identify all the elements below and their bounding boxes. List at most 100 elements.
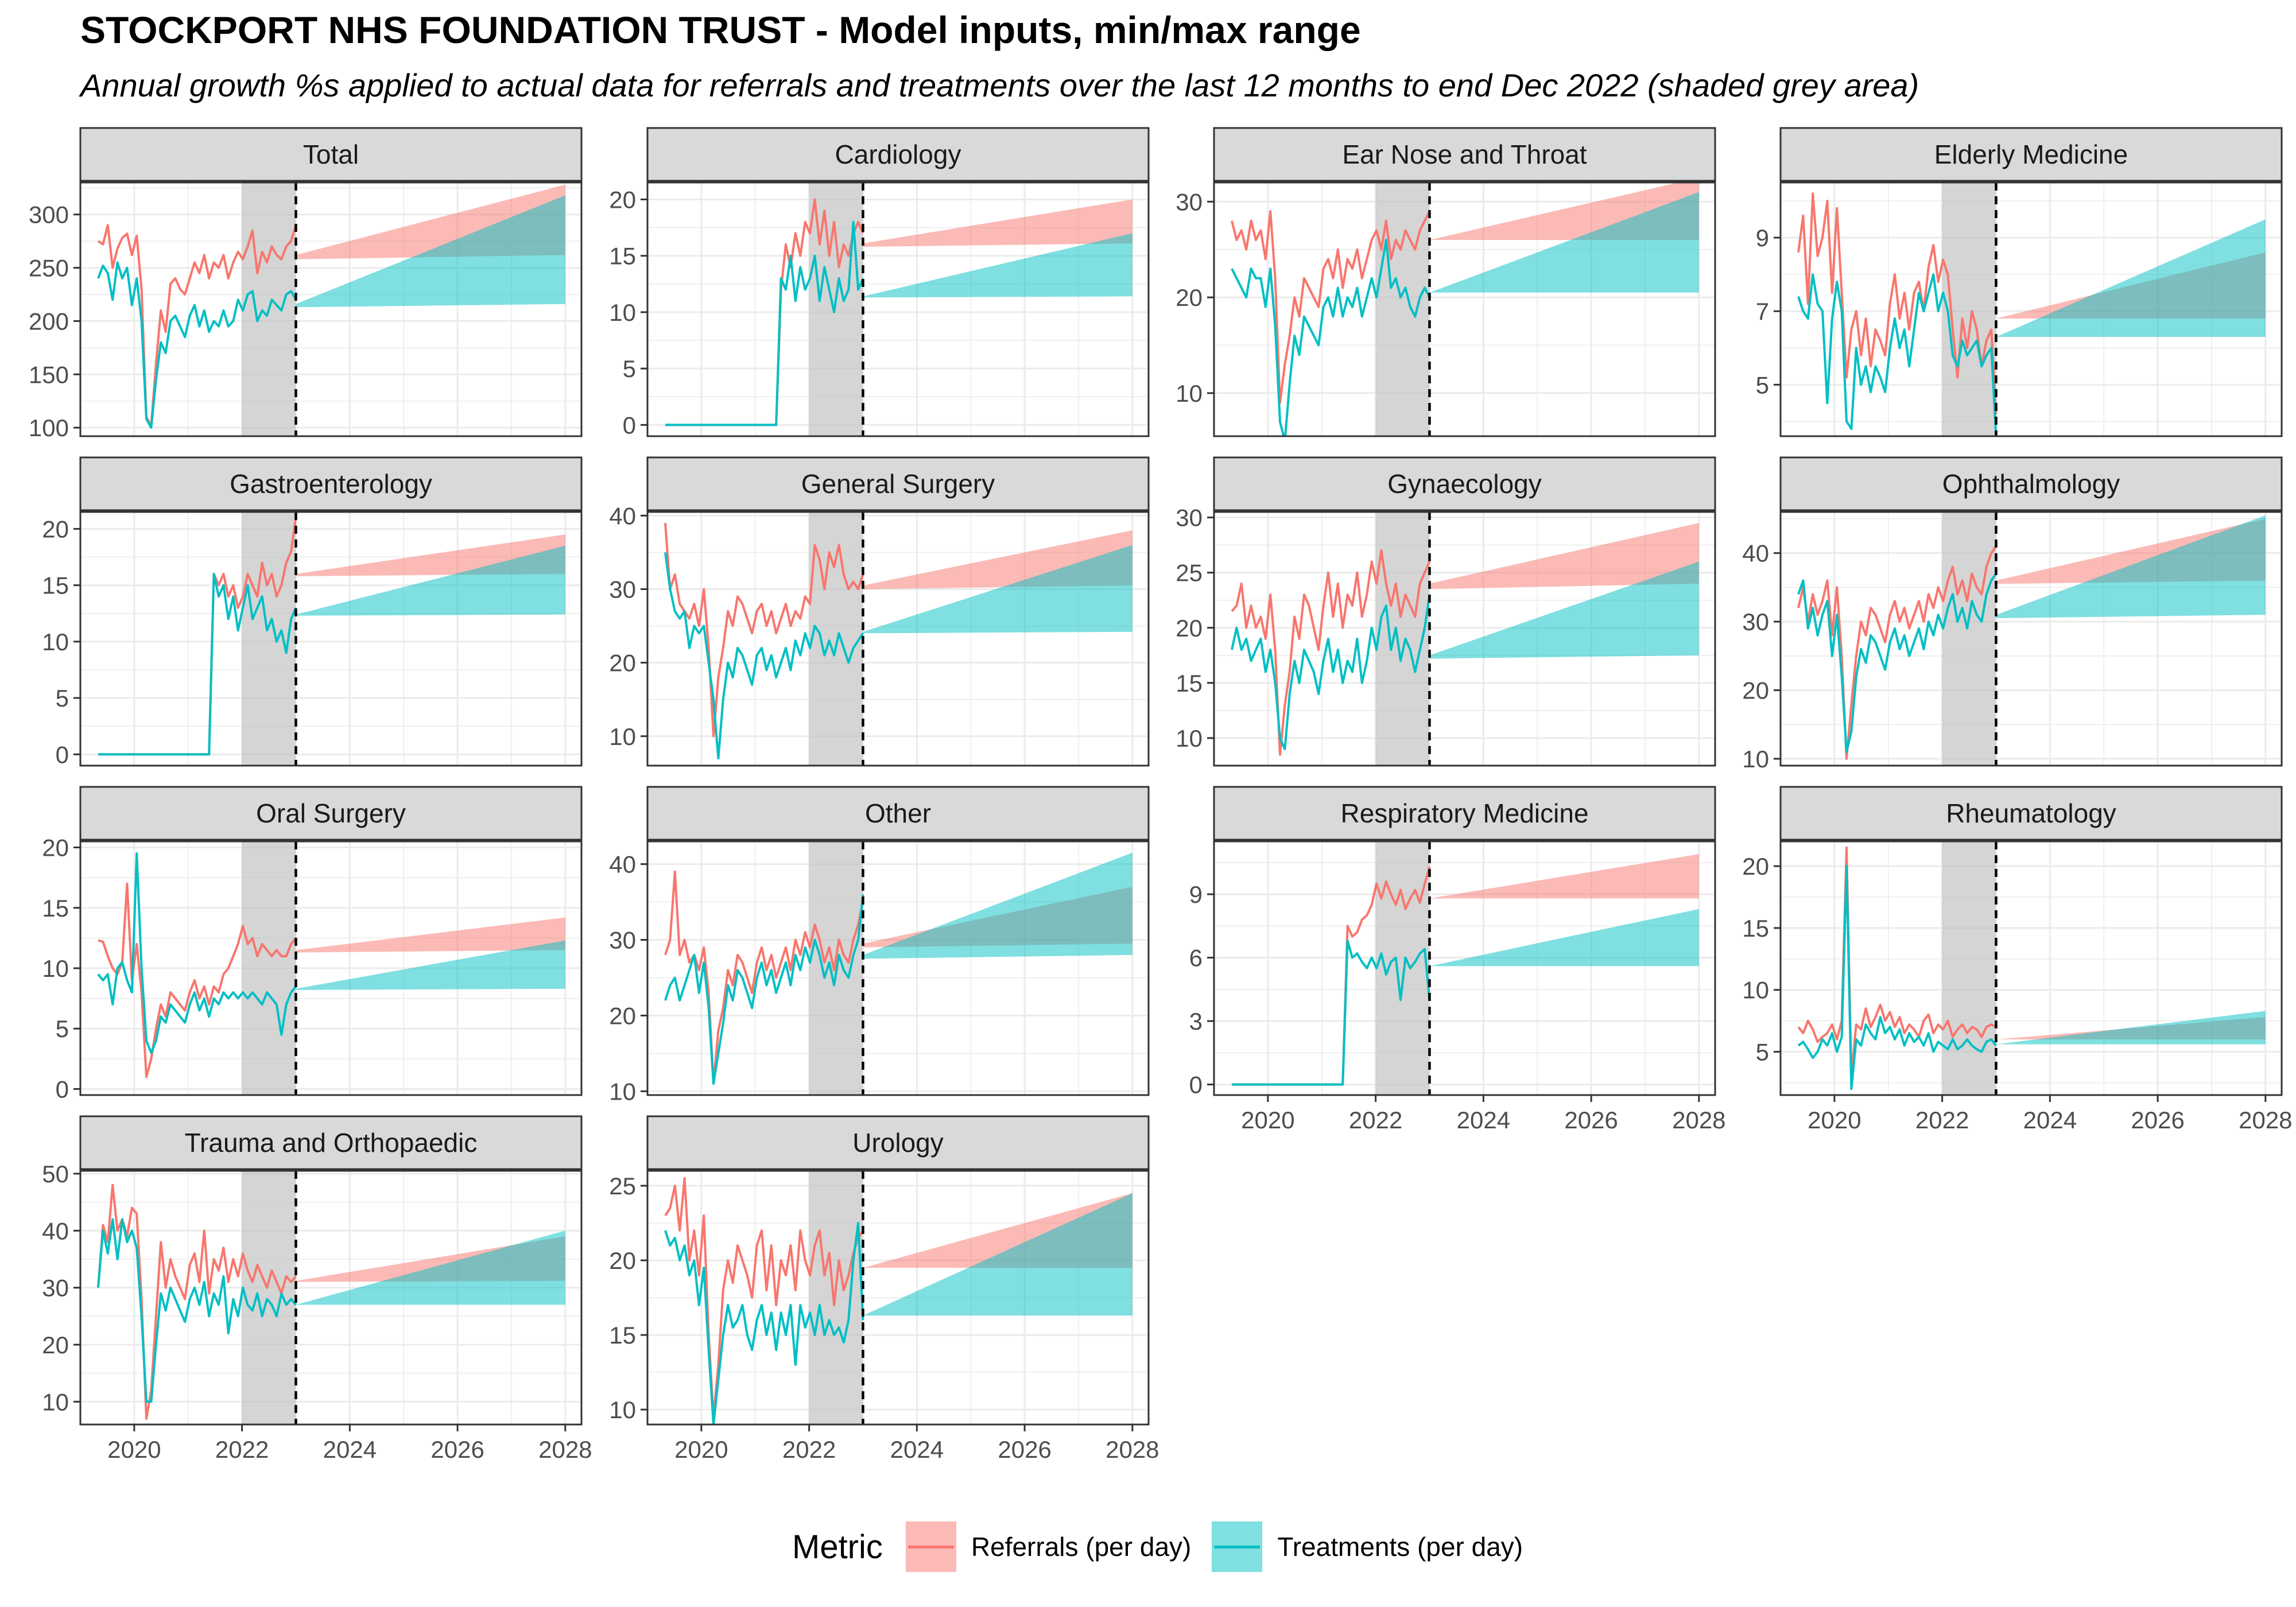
referrals-line (664, 870, 864, 1085)
referrals-projection-band (863, 199, 1133, 247)
chart-subtitle: Annual growth %s applied to actual data … (80, 67, 1919, 103)
facet-strip-label: Respiratory Medicine (1340, 798, 1588, 828)
facet-panel-cardiology: Cardiology 0 5 10 15 20 (609, 127, 1150, 438)
y-tick-label: 10 (609, 299, 636, 326)
y-tick-label: 9 (1189, 881, 1203, 908)
legend-item-treatments: Treatments (per day) (1212, 1521, 1523, 1572)
facet-strip (79, 1115, 583, 1170)
x-tick-label: 2026 (1564, 1107, 1618, 1134)
y-tick-label: 10 (42, 628, 69, 655)
panel-border (79, 181, 583, 437)
facet-strip-label: Gastroenterology (230, 469, 432, 499)
y-tick-label: 10 (1742, 977, 1769, 1004)
panel-border (79, 1170, 583, 1426)
y-tick-label: 15 (1742, 915, 1769, 942)
y-tick-label: 10 (1176, 380, 1203, 407)
treatments-projection-band (296, 545, 565, 616)
x-tick-label: 2024 (323, 1436, 377, 1463)
facet-strip (79, 456, 583, 511)
treatments-line (1797, 865, 1998, 1090)
shaded-period (242, 1171, 296, 1424)
legend-item-referrals: Referrals (per day) (905, 1521, 1191, 1572)
treatments-projection-band (863, 233, 1133, 298)
y-tick-label: 20 (609, 1002, 636, 1029)
panel-border (646, 840, 1150, 1096)
treatments-projection-band (863, 852, 1133, 959)
major-gridlines (1781, 841, 2282, 1095)
panel-border (646, 181, 1150, 437)
facet-strip (646, 127, 1150, 182)
shaded-period (1375, 512, 1430, 766)
facet-strip-label: Ophthalmology (1942, 469, 2120, 499)
y-tick-label: 5 (56, 1015, 69, 1042)
referrals-line (1231, 210, 1431, 404)
treatments-line (664, 894, 864, 1085)
facet-panel-gynaecology: Gynaecology 10 15 20 25 30 (1176, 456, 1716, 767)
treatments-projection-band (296, 940, 565, 990)
referrals-projection-band (1429, 854, 1699, 899)
facet-panel-total: Total 100 150 200 250 300 (29, 127, 583, 441)
referrals-line (664, 523, 864, 737)
y-tick-label: 20 (609, 650, 636, 677)
facet-strip (646, 786, 1150, 841)
treatments-projection-band (1996, 515, 2266, 619)
y-tick-label: 30 (609, 927, 636, 954)
facet-panel-urology: Urology 10 15 20 25 2020 2022 2024 2026 2028 (609, 1115, 1159, 1463)
facet-panel-other: Other 10 20 30 40 (609, 786, 1150, 1105)
y-tick-label: 0 (56, 1076, 69, 1103)
legend-key-referrals (905, 1521, 956, 1572)
y-tick-label: 0 (623, 412, 636, 438)
treatments-line (97, 1218, 297, 1403)
x-tick-label: 2024 (890, 1436, 944, 1463)
x-tick-label: 2024 (1457, 1107, 1510, 1134)
treatments-projection-band (296, 195, 565, 308)
treatments-line (1231, 239, 1431, 436)
y-tick-label: 30 (1176, 188, 1203, 215)
y-tick-label: 50 (42, 1160, 69, 1187)
facet-strip-label: Trauma and Orthopaedic (185, 1128, 478, 1158)
legend-title: Metric (792, 1528, 883, 1566)
chart-title: STOCKPORT NHS FOUNDATION TRUST - Model i… (80, 9, 1361, 51)
referrals-line (1797, 846, 1997, 1078)
referrals-line (97, 224, 297, 427)
shaded-period (242, 512, 296, 766)
y-tick-label: 15 (609, 1322, 636, 1349)
treatments-line (98, 573, 297, 756)
x-tick-label: 2022 (1915, 1107, 1969, 1134)
y-tick-label: 20 (42, 515, 69, 542)
facet-strip-label: Gynaecology (1387, 469, 1542, 499)
y-tick-label: 6 (1189, 945, 1203, 972)
x-tick-label: 2028 (1672, 1107, 1725, 1134)
panel-border (1213, 840, 1716, 1096)
legend-key-treatments (1212, 1521, 1263, 1572)
treatments-line (97, 261, 297, 429)
facet-panel-respiratory-medicine: Respiratory Medicine 0 3 6 9 2020 2022 2024 2026… (1189, 786, 1726, 1134)
y-tick-label: 300 (29, 201, 69, 228)
facet-panel-general-surgery: General Surgery 10 20 30 40 (609, 456, 1150, 767)
referrals-projection-band (296, 917, 565, 953)
panel-border (646, 1170, 1150, 1426)
y-tick-label: 20 (42, 834, 69, 861)
panel-border (79, 511, 583, 767)
x-tick-label: 2022 (215, 1436, 269, 1463)
referrals-line (664, 1177, 864, 1418)
y-tick-label: 5 (1756, 371, 1769, 398)
facet-strip-label: Elderly Medicine (1934, 139, 2128, 169)
y-tick-label: 9 (1756, 224, 1769, 251)
facet-strip (1779, 456, 2283, 511)
referrals-line (97, 1183, 297, 1420)
y-tick-label: 25 (609, 1173, 636, 1200)
facet-strip (1213, 456, 1716, 511)
treatments-line (664, 1222, 864, 1424)
x-tick-label: 2020 (674, 1436, 728, 1463)
y-tick-label: 10 (609, 1078, 636, 1105)
facet-panel-oral-surgery: Oral Surgery 0 5 10 15 20 (42, 786, 583, 1103)
y-tick-label: 0 (56, 741, 69, 768)
y-tick-label: 15 (42, 895, 69, 922)
x-tick-label: 2022 (1349, 1107, 1402, 1134)
y-tick-label: 40 (1742, 540, 1769, 567)
facet-strip-label: Total (303, 139, 359, 169)
treatments-line (1797, 573, 1998, 754)
treatments-projection-band (1996, 1011, 2266, 1045)
